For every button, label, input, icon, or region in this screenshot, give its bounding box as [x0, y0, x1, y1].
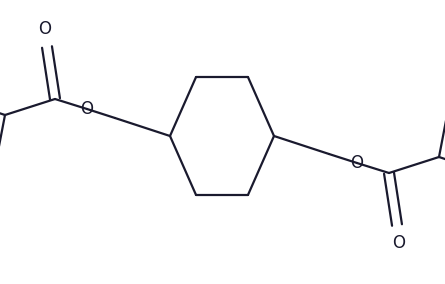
Text: O: O — [392, 234, 405, 252]
Text: O: O — [39, 20, 52, 38]
Text: O: O — [81, 100, 93, 118]
Text: O: O — [351, 154, 364, 172]
